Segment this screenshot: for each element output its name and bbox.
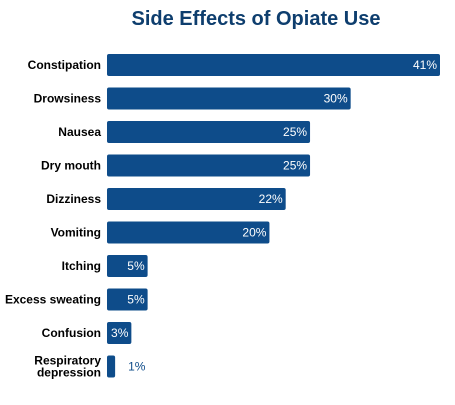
- bar: [107, 322, 132, 344]
- bar: [107, 121, 311, 143]
- value-label: 5%: [127, 293, 145, 307]
- category-label: Itching: [62, 259, 101, 273]
- value-label: 20%: [242, 226, 266, 240]
- category-label-line: Respiratory: [34, 354, 101, 368]
- category-label: Excess sweating: [5, 293, 101, 307]
- bar: [107, 188, 286, 210]
- category-label-line: Itching: [62, 259, 101, 273]
- category-label: Dizziness: [46, 192, 101, 206]
- category-label: Constipation: [28, 58, 101, 72]
- category-label-line: Constipation: [28, 58, 101, 72]
- category-label-line: Drowsiness: [34, 92, 102, 106]
- bar: [107, 355, 116, 378]
- category-label-line: Dry mouth: [41, 159, 101, 173]
- category-label-line: Excess sweating: [5, 293, 101, 307]
- category-label: Vomiting: [51, 226, 101, 240]
- bar: [107, 154, 311, 177]
- bar: [107, 54, 440, 76]
- value-label: 30%: [324, 92, 348, 106]
- value-label: 25%: [283, 159, 307, 173]
- bar: [107, 288, 148, 311]
- value-label: 3%: [111, 326, 129, 340]
- value-label: 1%: [128, 360, 146, 374]
- bar: [107, 221, 270, 244]
- category-label: Confusion: [42, 326, 101, 340]
- category-label-line: depression: [37, 366, 101, 380]
- value-label: 25%: [283, 125, 307, 139]
- bar: [107, 255, 148, 277]
- chart-title: Side Effects of Opiate Use: [132, 8, 381, 30]
- value-label: 22%: [259, 192, 283, 206]
- category-label: Nausea: [58, 125, 101, 139]
- category-label-line: Vomiting: [51, 226, 101, 240]
- category-label: Respiratory depression: [34, 354, 101, 380]
- value-label: 5%: [127, 259, 145, 273]
- category-label-line: Dizziness: [46, 192, 101, 206]
- category-label: Drowsiness: [34, 92, 102, 106]
- bars-layer: Constipation 41% Drowsiness 30% Nausea 25% Dry…: [5, 54, 440, 380]
- category-label-line: Confusion: [42, 326, 101, 340]
- category-label: Dry mouth: [41, 159, 101, 173]
- bar: [107, 87, 351, 110]
- value-label: 41%: [413, 58, 437, 72]
- category-label-line: Nausea: [58, 125, 101, 139]
